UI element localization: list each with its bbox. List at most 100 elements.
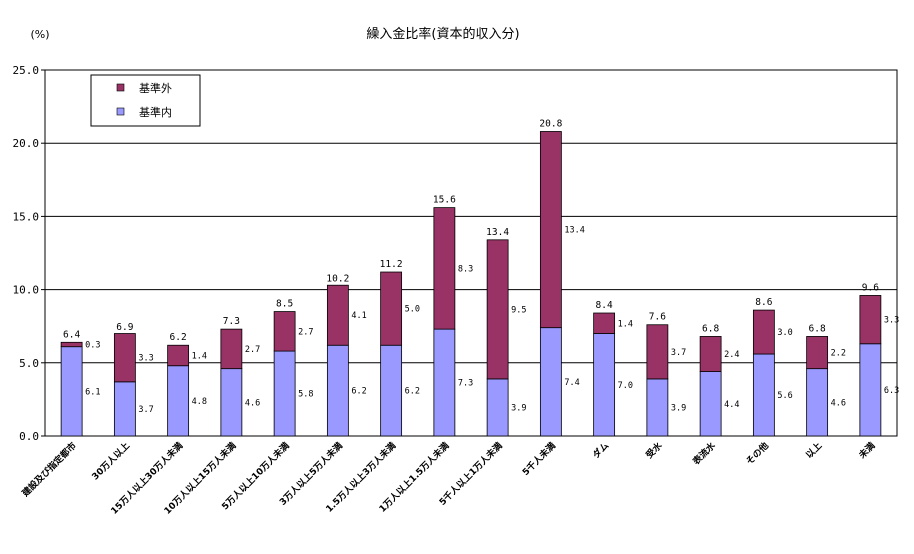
x-tick-label: ダム xyxy=(590,440,611,461)
x-tick-group: 30万人以上 xyxy=(89,440,132,483)
total-label: 9.6 xyxy=(862,282,879,293)
x-tick-group: 未満 xyxy=(856,440,878,462)
bar-kijunnai xyxy=(593,333,616,437)
bar-kijungai xyxy=(433,207,456,330)
data-label-kijungai: 3.0 xyxy=(777,328,792,338)
data-label-kijungai: 13.4 xyxy=(564,226,584,236)
bar-kijungai xyxy=(539,131,562,329)
data-label-kijunnai: 7.0 xyxy=(618,381,633,391)
data-label-kijunnai: 3.7 xyxy=(138,405,153,415)
total-label: 8.5 xyxy=(276,299,293,310)
bar-kijunnai xyxy=(486,378,509,437)
bar-kijungai xyxy=(859,295,882,345)
x-tick-group: 以上 xyxy=(803,440,824,461)
data-label-kijunnai: 4.8 xyxy=(192,397,207,407)
data-label-kijungai: 2.7 xyxy=(245,345,260,355)
x-tick-label: 受水 xyxy=(643,439,665,461)
data-label-kijungai: 8.3 xyxy=(458,264,473,274)
bar-kijunnai xyxy=(859,343,882,437)
bar-kijungai xyxy=(646,324,669,380)
legend-swatch xyxy=(116,107,125,116)
bar-kijungai xyxy=(593,312,616,334)
x-tick-label: 建設及び指定都市 xyxy=(19,440,78,499)
total-label: 10.2 xyxy=(326,274,349,285)
data-label-kijungai: 3.3 xyxy=(138,354,153,364)
x-tick-group: 表流水 xyxy=(689,439,718,468)
data-label-kijungai: 3.7 xyxy=(671,348,686,358)
data-label-kijunnai: 3.9 xyxy=(671,403,686,413)
data-label-kijunnai: 4.4 xyxy=(724,400,739,410)
bar-kijunnai xyxy=(113,381,136,437)
bar-kijunnai xyxy=(699,371,722,437)
bar-kijunnai xyxy=(60,346,83,437)
data-label-kijunnai: 5.6 xyxy=(777,391,792,401)
bar-kijunnai xyxy=(646,378,669,437)
data-label-kijunnai: 7.4 xyxy=(564,378,579,388)
data-label-kijungai: 1.4 xyxy=(618,319,633,329)
x-tick-group: ダム xyxy=(590,440,611,461)
x-tick-group: 5千人未満 xyxy=(520,440,558,478)
data-label-kijunnai: 6.3 xyxy=(884,386,899,396)
total-label: 7.3 xyxy=(223,316,240,327)
bar-kijunnai xyxy=(273,350,296,437)
bar-kijunnai xyxy=(380,344,403,437)
x-tick-label: 未満 xyxy=(856,440,878,462)
bar-kijungai xyxy=(486,239,509,380)
data-label-kijungai: 1.4 xyxy=(192,351,207,361)
legend-swatch xyxy=(116,83,125,92)
x-tick-label: 5千人未満 xyxy=(520,440,558,478)
data-label-kijunnai: 4.6 xyxy=(245,398,260,408)
bar-kijunnai xyxy=(167,365,190,437)
bar-kijunnai xyxy=(752,353,775,437)
legend-label: 基準内 xyxy=(139,105,172,119)
x-tick-group: 建設及び指定都市 xyxy=(19,440,78,499)
total-label: 6.9 xyxy=(116,322,133,333)
data-label-kijungai: 4.1 xyxy=(351,311,366,321)
bar-kijungai xyxy=(380,271,403,346)
bar-kijungai xyxy=(113,333,136,383)
bar-kijungai xyxy=(699,336,722,372)
bar-kijungai xyxy=(273,311,296,352)
total-label: 13.4 xyxy=(486,227,509,238)
data-label-kijunnai: 5.8 xyxy=(298,390,313,400)
y-axis-unit: (%) xyxy=(30,28,49,41)
data-label-kijunnai: 6.2 xyxy=(351,387,366,397)
bar-kijungai xyxy=(752,309,775,355)
data-label-kijunnai: 7.3 xyxy=(458,379,473,389)
total-label: 6.8 xyxy=(809,323,826,334)
x-tick-label: 30万人以上 xyxy=(89,440,132,483)
bar-kijunnai xyxy=(433,328,456,437)
chart-title: 繰入金比率(資本的収入分) xyxy=(366,26,519,42)
data-label-kijungai: 3.3 xyxy=(884,316,899,326)
total-label: 6.4 xyxy=(63,329,80,340)
bar-kijunnai xyxy=(220,368,243,437)
bar-kijungai xyxy=(220,328,243,370)
x-tick-group: 受水 xyxy=(643,439,665,461)
data-label-kijungai: 2.4 xyxy=(724,350,739,360)
y-tick-label: 0.0 xyxy=(19,430,39,443)
total-label: 15.6 xyxy=(433,195,456,206)
total-label: 8.4 xyxy=(596,300,613,311)
total-label: 6.8 xyxy=(702,323,719,334)
x-tick-label: その他 xyxy=(743,440,771,468)
y-tick-label: 20.0 xyxy=(13,137,40,150)
legend-label: 基準外 xyxy=(139,81,172,95)
y-tick-label: 5.0 xyxy=(19,357,39,370)
bar-kijunnai xyxy=(539,327,562,437)
y-tick-label: 25.0 xyxy=(13,64,40,77)
data-label-kijungai: 2.7 xyxy=(298,327,313,337)
bar-kijungai xyxy=(326,284,349,346)
data-label-kijungai: 9.5 xyxy=(511,305,526,315)
bar-kijungai xyxy=(60,341,83,348)
total-label: 7.6 xyxy=(649,312,666,323)
bars xyxy=(60,131,882,437)
total-label: 6.2 xyxy=(170,332,187,343)
bar-kijunnai xyxy=(806,368,829,437)
data-labels: 6.4 6.1 0.3 6.9 3.7 3.3 6.2 4.8 1.4 7.3 4.6 2.7 8.5 5… xyxy=(63,118,899,414)
data-label-kijunnai: 6.2 xyxy=(405,387,420,397)
total-label: 11.2 xyxy=(380,259,403,270)
x-tick-label: 表流水 xyxy=(689,439,718,468)
bar-kijungai xyxy=(806,336,829,370)
